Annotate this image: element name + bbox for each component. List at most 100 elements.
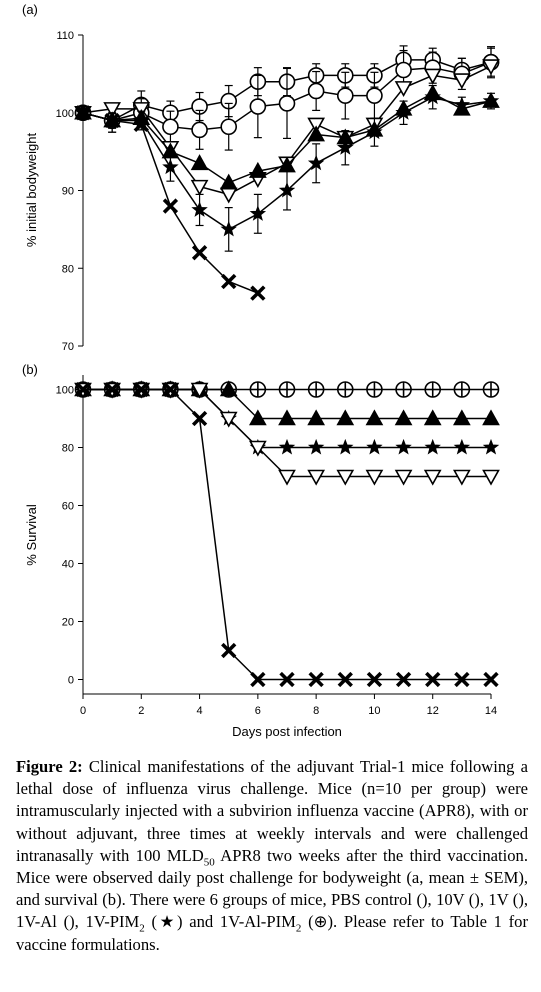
data-point-star xyxy=(482,438,500,455)
data-point-triangle-down xyxy=(103,102,122,119)
data-point-star xyxy=(278,181,296,198)
y-tick-label-b: 80 xyxy=(62,443,74,455)
data-point-triangle-up xyxy=(423,409,442,426)
data-point-star xyxy=(307,438,325,455)
data-point-cross xyxy=(104,381,120,398)
panel-label-b: (b) xyxy=(22,362,38,377)
data-point-circle-plus xyxy=(249,381,267,398)
x-tick-label-b: 0 xyxy=(80,705,86,717)
x-tick-label-b: 6 xyxy=(255,705,261,717)
data-point-star xyxy=(191,201,208,217)
data-point-triangle-up xyxy=(248,409,267,426)
data-point-star xyxy=(249,205,267,221)
x-axis-label-b: Days post infection xyxy=(232,724,342,739)
data-point-circle xyxy=(249,98,267,115)
data-point-star xyxy=(220,220,237,237)
y-tick-label-b: 20 xyxy=(62,617,74,629)
data-point-circle-plus xyxy=(278,381,296,398)
data-point-triangle-up xyxy=(248,161,267,178)
data-point-cross xyxy=(133,116,149,133)
bodyweight-chart: (a) % initial bodyweight 70 80 90 100 110 xyxy=(22,2,500,353)
data-point-cross xyxy=(191,245,208,261)
caption-text-4: (⊕). Please refer to Table 1 for vaccine… xyxy=(16,912,528,954)
data-point-triangle-up xyxy=(219,173,238,190)
caption-sub-1: 50 xyxy=(203,856,215,869)
data-point-cross xyxy=(75,105,91,121)
data-point-triangle-down xyxy=(219,187,238,204)
data-point-star xyxy=(395,438,412,455)
panel-label-a: (a) xyxy=(22,2,38,17)
series-b-cross xyxy=(75,381,499,688)
data-point-star xyxy=(366,438,383,455)
x-tick-label-b: 4 xyxy=(197,705,203,717)
data-point-cross xyxy=(133,381,149,398)
data-point-triangle-down xyxy=(423,68,442,85)
data-point-triangle-up xyxy=(452,409,471,426)
series-line-b-triangle-down xyxy=(83,388,491,478)
x-tick-label-b: 2 xyxy=(138,705,144,717)
data-point-circle-plus xyxy=(366,381,383,398)
series-a-cross xyxy=(75,105,266,301)
data-point-cross xyxy=(250,671,266,688)
data-point-triangle-down xyxy=(219,411,238,428)
series-line-b-cross xyxy=(83,388,491,681)
data-point-cross xyxy=(279,671,295,688)
data-point-circle-plus xyxy=(336,381,354,398)
data-point-triangle-down xyxy=(423,469,442,486)
data-point-star xyxy=(162,158,179,175)
data-point-cross xyxy=(395,671,412,688)
data-point-triangle-down xyxy=(307,469,326,486)
data-point-triangle-down xyxy=(365,469,384,486)
y-axis-label-b: % Survival xyxy=(24,504,39,566)
data-point-circle xyxy=(162,118,179,136)
data-point-star xyxy=(482,92,500,109)
x-tick-label-b: 12 xyxy=(427,705,439,717)
caption-lead: Figure 2: xyxy=(16,757,83,776)
data-point-circle xyxy=(366,87,383,104)
data-point-star xyxy=(337,438,354,455)
data-point-circle-plus xyxy=(453,381,471,398)
data-point-circle xyxy=(336,87,354,104)
data-point-triangle-up xyxy=(219,380,238,397)
data-point-cross xyxy=(454,671,470,688)
data-point-star xyxy=(307,154,325,171)
data-point-triangle-down xyxy=(190,179,209,196)
data-point-cross xyxy=(425,671,441,688)
data-point-star xyxy=(424,438,441,455)
data-point-triangle-up xyxy=(190,154,209,171)
data-point-circle xyxy=(395,61,412,79)
caption-text-1: Clinical manifestations of the adjuvant … xyxy=(16,757,528,865)
data-point-triangle-up xyxy=(307,409,326,426)
data-point-star xyxy=(337,139,354,155)
data-point-triangle-up xyxy=(278,409,296,426)
data-point-triangle-down xyxy=(190,382,209,399)
x-tick-label-b: 10 xyxy=(368,705,380,717)
data-point-star xyxy=(278,438,296,455)
data-point-cross xyxy=(75,381,91,398)
data-point-triangle-down xyxy=(248,440,267,457)
y-axis-label-a: % initial bodyweight xyxy=(24,133,39,248)
data-point-triangle-down xyxy=(394,469,413,486)
y-tick-label-b: 0 xyxy=(68,675,74,687)
data-point-cross xyxy=(162,198,179,214)
data-point-star xyxy=(366,123,383,140)
data-point-circle-plus xyxy=(395,381,412,398)
caption-sub-2: 2 xyxy=(139,922,145,935)
data-point-circle xyxy=(307,82,325,100)
y-tick-label-a: 110 xyxy=(56,30,74,42)
data-point-circle-plus xyxy=(482,381,500,398)
y-tick-label-b: 40 xyxy=(62,559,74,571)
data-point-triangle-up xyxy=(365,409,384,426)
y-tick-label-b: 100 xyxy=(56,385,74,397)
data-point-triangle-up xyxy=(394,409,413,426)
data-point-cross xyxy=(337,671,353,688)
caption-sub-3: 2 xyxy=(295,922,302,935)
y-tick-label-b: 60 xyxy=(62,501,74,513)
data-point-triangle-down xyxy=(278,469,296,486)
y-tick-label-a: 80 xyxy=(62,263,74,275)
data-point-triangle-down xyxy=(336,469,355,486)
data-point-triangle-down xyxy=(307,117,326,134)
data-point-triangle-down xyxy=(394,81,413,98)
caption-text-2: APR8 two weeks after the third vaccinati… xyxy=(16,845,528,932)
